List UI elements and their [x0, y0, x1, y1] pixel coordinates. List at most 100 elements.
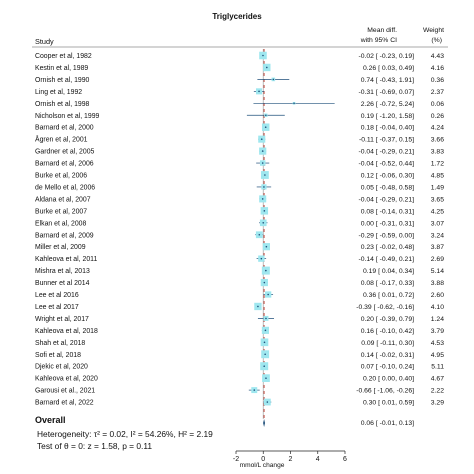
study-point — [260, 138, 263, 140]
study-point — [264, 126, 267, 128]
study-ci-text: 0.30 [ 0.01, 0.59] — [363, 400, 414, 407]
study-point — [265, 377, 267, 379]
study-ci-text: -0.29 [ -0.59, 0.00] — [358, 232, 414, 239]
study-point — [293, 102, 295, 105]
study-weight-text: 1.72 — [431, 161, 444, 168]
study-ci-text: 0.23 [ -0.02, 0.48] — [361, 244, 414, 251]
study-point — [264, 329, 267, 332]
study-weight-text: 3.24 — [431, 232, 444, 239]
weight-column-header-line1: Weight — [423, 27, 444, 34]
heterogeneity-text: Heterogeneity: τ² = 0.02, I² = 54.26%, H… — [37, 429, 213, 439]
overall-ci-text: 0.06 [ -0.01, 0.13] — [361, 420, 414, 427]
study-name: Barnard et al, 2006 — [35, 161, 94, 168]
study-point — [267, 293, 269, 296]
study-weight-text: 4.53 — [431, 340, 444, 347]
study-name: Kahleova et al, 2011 — [35, 256, 97, 263]
study-weight-text: 4.43 — [431, 53, 444, 60]
study-ci-text: -0.66 [ -1.06, -0.26] — [356, 388, 414, 395]
study-name: Ornish et al, 1990 — [35, 77, 90, 84]
study-point — [253, 389, 256, 391]
study-weight-text: 5.11 — [431, 364, 444, 371]
study-ci-text: 0.07 [ -0.10, 0.24] — [361, 364, 414, 371]
study-ci-text: 0.20 [ 0.00, 0.40] — [363, 376, 414, 383]
study-ci-text: -0.31 [ -0.69, 0.07] — [358, 89, 414, 96]
study-ci-text: 0.74 [ -0.43, 1.91] — [361, 77, 414, 84]
study-weight-text: 4.16 — [431, 65, 444, 72]
x-tick-label: 0 — [261, 456, 265, 463]
study-ci-text: 0.20 [ -0.39, 0.79] — [361, 316, 414, 323]
effect-column-header-line1: Mean diff. — [367, 27, 397, 34]
study-name: Djekic et al, 2020 — [35, 364, 88, 371]
study-point — [265, 317, 267, 320]
study-ci-text: -0.04 [ -0.29, 0.21] — [358, 196, 414, 203]
x-tick-label: 2 — [289, 456, 293, 463]
x-tick-label: -2 — [233, 456, 239, 463]
study-weight-text: 4.24 — [431, 125, 444, 132]
chart-title: Triglycerides — [212, 12, 262, 21]
study-name: Kahleova et al, 2018 — [35, 328, 98, 335]
study-ci-text: 0.14 [ -0.02, 0.31] — [361, 352, 414, 359]
study-name: Sofi et al, 2018 — [35, 352, 81, 359]
study-rows: Cooper et al, 1982 -0.02 [ -0.23, 0.19] 4.… — [35, 49, 444, 427]
study-ci-text: 0.16 [ -0.10, 0.42] — [361, 328, 414, 335]
study-ci-text: -0.39 [ -0.62, -0.16] — [356, 304, 414, 311]
study-ci-text: -0.14 [ -0.49, 0.21] — [358, 256, 414, 263]
study-point — [260, 257, 263, 260]
study-weight-text: 1.24 — [431, 316, 444, 323]
study-name: Miller et al, 2009 — [35, 244, 86, 251]
study-ci-text: 0.08 [ -0.14, 0.31] — [361, 208, 414, 215]
study-point — [263, 186, 265, 188]
x-tick-label: 4 — [316, 456, 320, 463]
study-name: Cooper et al, 1982 — [35, 53, 92, 60]
overall-label: Overall — [35, 415, 66, 425]
study-name: Burke et al, 2006 — [35, 173, 87, 180]
study-weight-text: 2.60 — [431, 292, 444, 299]
study-point — [262, 222, 265, 224]
study-name: Lee et al 2017 — [35, 304, 79, 311]
study-name: de Mello et al, 2006 — [35, 184, 95, 191]
study-point — [263, 365, 266, 368]
study-name: Mishra et al, 2013 — [35, 268, 90, 275]
study-ci-text: -0.11 [ -0.37, 0.15] — [359, 137, 414, 144]
study-weight-text: 3.79 — [431, 328, 444, 335]
study-point — [257, 305, 259, 308]
study-name: Lee et al 2016 — [35, 292, 79, 299]
study-weight-text: 4.67 — [431, 376, 444, 383]
x-axis-label: mmol/L change — [240, 462, 285, 469]
effect-column-header-line2: with 95% CI — [360, 37, 397, 44]
study-ci-text: 0.19 [ 0.04, 0.34] — [363, 268, 414, 275]
study-name: Barnard et al, 2000 — [35, 125, 94, 132]
study-ci-text: 0.00 [ -0.31, 0.31] — [361, 220, 414, 227]
overall-test-text: Test of θ = 0: z = 1.58, p = 0.11 — [37, 441, 152, 451]
study-point — [261, 198, 264, 200]
study-ci-text: 0.09 [ -0.11, 0.30] — [361, 340, 414, 347]
study-point — [258, 233, 261, 236]
study-name: Barnard et al, 2009 — [35, 232, 94, 239]
study-weight-text: 0.36 — [431, 77, 444, 84]
study-ci-text: 0.08 [ -0.17, 0.33] — [361, 280, 414, 287]
study-weight-text: 3.65 — [431, 196, 444, 203]
study-weight-text: 0.26 — [431, 113, 444, 120]
study-point — [264, 174, 266, 176]
study-ci-text: 0.18 [ -0.04, 0.40] — [361, 125, 414, 132]
study-point — [263, 341, 266, 344]
study-column-header: Study — [35, 37, 54, 46]
study-name: Kestin et al, 1989 — [35, 65, 88, 72]
study-point — [265, 66, 268, 69]
study-name: Burke et al, 2007 — [35, 208, 87, 215]
study-ci-text: 0.36 [ 0.01, 0.72] — [363, 292, 414, 299]
study-name: Elkan et al, 2008 — [35, 220, 87, 227]
study-weight-text: 2.69 — [431, 256, 444, 263]
x-tick-label: 6 — [343, 456, 347, 463]
weight-column-header-line2: (%) — [431, 37, 442, 44]
study-point — [261, 150, 264, 152]
study-ci-text: 0.26 [ 0.03, 0.49] — [363, 65, 414, 72]
study-point — [266, 401, 269, 403]
study-ci-text: 0.12 [ -0.06, 0.30] — [361, 173, 414, 180]
study-name: Bunner et al 2014 — [35, 280, 90, 287]
study-name: Wright et al, 2017 — [35, 316, 89, 323]
study-weight-text: 3.83 — [431, 149, 444, 156]
study-name: Ling et al, 1992 — [35, 89, 82, 96]
study-weight-text: 2.22 — [431, 388, 444, 395]
